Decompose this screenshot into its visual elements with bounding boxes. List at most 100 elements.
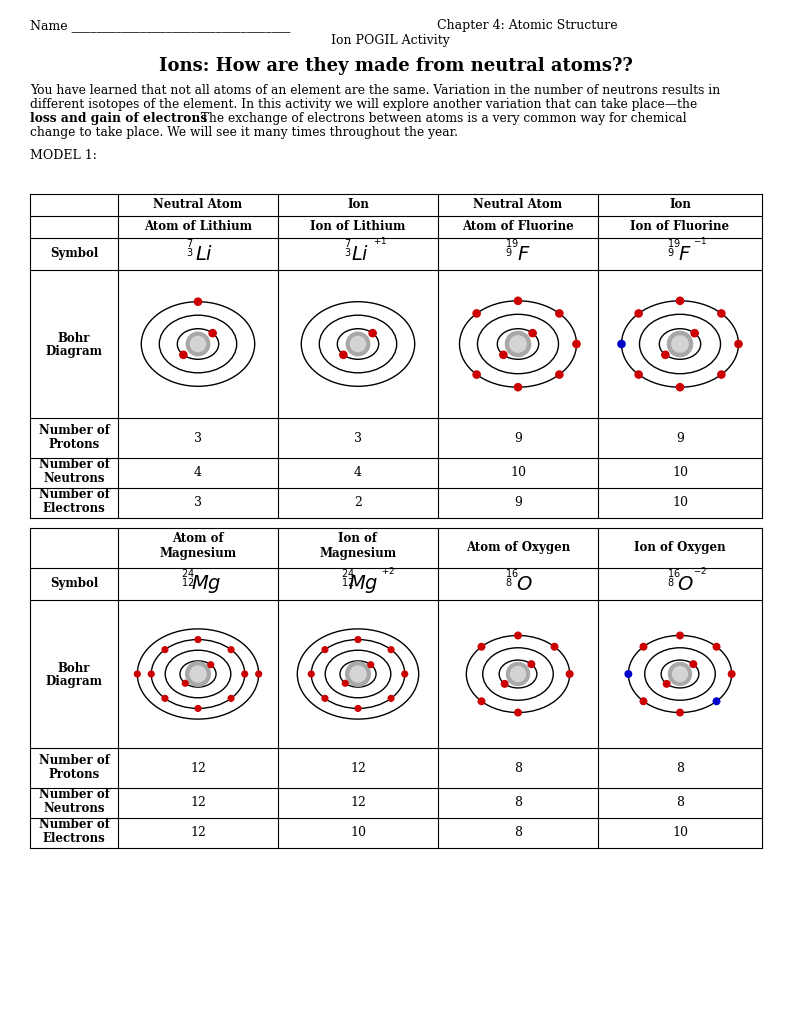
Text: $Li$: $Li$	[195, 245, 213, 263]
Text: 12: 12	[350, 797, 366, 810]
Circle shape	[388, 647, 394, 652]
Text: Protons: Protons	[48, 437, 100, 451]
Text: 12: 12	[190, 826, 206, 840]
Text: Ion: Ion	[347, 199, 369, 212]
Circle shape	[195, 706, 201, 712]
Text: 8: 8	[514, 762, 522, 774]
Text: $F$: $F$	[678, 245, 691, 263]
Text: $^{16}_{8}$: $^{16}_{8}$	[667, 567, 681, 590]
Text: loss and gain of electrons: loss and gain of electrons	[30, 112, 207, 125]
Text: Atom of Fluorine: Atom of Fluorine	[462, 220, 574, 233]
Text: 10: 10	[672, 497, 688, 510]
Circle shape	[473, 371, 480, 378]
Circle shape	[183, 680, 188, 686]
Circle shape	[677, 710, 683, 716]
Text: Symbol: Symbol	[50, 248, 98, 260]
Circle shape	[635, 310, 642, 317]
Text: Ion: Ion	[669, 199, 691, 212]
Text: Number of: Number of	[39, 424, 109, 436]
Text: $^{7}_{3}$: $^{7}_{3}$	[186, 238, 194, 260]
Circle shape	[208, 662, 214, 668]
Text: Protons: Protons	[48, 768, 100, 780]
Circle shape	[551, 643, 558, 650]
Circle shape	[209, 330, 216, 337]
Text: Number of: Number of	[39, 459, 109, 471]
Circle shape	[676, 384, 683, 391]
Circle shape	[640, 643, 647, 650]
Text: $^{19}_{9}$: $^{19}_{9}$	[667, 238, 681, 260]
Text: 12: 12	[190, 797, 206, 810]
Circle shape	[162, 647, 168, 652]
Text: Atom of Oxygen: Atom of Oxygen	[466, 542, 570, 555]
Text: Diagram: Diagram	[46, 345, 103, 358]
Circle shape	[388, 695, 394, 701]
Text: 3: 3	[194, 497, 202, 510]
Text: Electrons: Electrons	[43, 503, 105, 515]
Text: 10: 10	[510, 467, 526, 479]
Text: Diagram: Diagram	[46, 676, 103, 688]
Text: $Mg$: $Mg$	[191, 573, 221, 595]
Text: Electrons: Electrons	[43, 833, 105, 846]
Circle shape	[717, 371, 725, 378]
Text: 2: 2	[354, 497, 362, 510]
Text: Ions: How are they made from neutral atoms??: Ions: How are they made from neutral ato…	[159, 57, 633, 75]
Text: 12: 12	[350, 762, 366, 774]
Circle shape	[729, 671, 735, 677]
Circle shape	[346, 333, 369, 355]
Circle shape	[573, 340, 580, 347]
Circle shape	[355, 637, 361, 642]
Text: Ion of Oxygen: Ion of Oxygen	[634, 542, 726, 555]
Circle shape	[355, 706, 361, 712]
Circle shape	[340, 351, 347, 358]
Circle shape	[149, 671, 154, 677]
Circle shape	[195, 637, 201, 642]
Text: MODEL 1:: MODEL 1:	[30, 150, 97, 162]
Circle shape	[402, 671, 407, 677]
Text: 10: 10	[350, 826, 366, 840]
Text: Bohr: Bohr	[58, 663, 90, 676]
Text: $Mg$: $Mg$	[348, 573, 378, 595]
Text: 12: 12	[190, 762, 206, 774]
Circle shape	[369, 330, 377, 337]
Text: 8: 8	[676, 797, 684, 810]
Circle shape	[668, 332, 693, 356]
Circle shape	[228, 695, 234, 701]
Text: Ion of: Ion of	[339, 532, 377, 546]
Circle shape	[510, 336, 526, 352]
Text: $Li$: $Li$	[351, 245, 369, 263]
Text: 8: 8	[514, 797, 522, 810]
Text: Symbol: Symbol	[50, 578, 98, 591]
Circle shape	[506, 663, 529, 685]
Text: $F$: $F$	[517, 245, 531, 263]
Circle shape	[676, 297, 683, 304]
Circle shape	[664, 681, 670, 687]
Text: $^{24}_{12}$: $^{24}_{12}$	[341, 567, 355, 590]
Text: $^{24}_{12}$: $^{24}_{12}$	[181, 567, 195, 590]
Circle shape	[322, 647, 327, 652]
Circle shape	[242, 671, 248, 677]
Circle shape	[134, 671, 140, 677]
Text: 4: 4	[194, 467, 202, 479]
Text: Magnesium: Magnesium	[320, 547, 396, 559]
Text: 8: 8	[676, 762, 684, 774]
Text: Magnesium: Magnesium	[160, 547, 237, 559]
Text: 8: 8	[514, 826, 522, 840]
Text: 10: 10	[672, 826, 688, 840]
Text: different isotopes of the element. In this activity we will explore another vari: different isotopes of the element. In th…	[30, 98, 697, 111]
Text: 4: 4	[354, 467, 362, 479]
Text: Number of: Number of	[39, 488, 109, 502]
Text: 10: 10	[672, 467, 688, 479]
Text: Number of: Number of	[39, 788, 109, 802]
Text: Ion of Lithium: Ion of Lithium	[310, 220, 406, 233]
Text: $^{7}_{3}$: $^{7}_{3}$	[344, 238, 352, 260]
Text: Chapter 4: Atomic Structure: Chapter 4: Atomic Structure	[437, 19, 618, 32]
Circle shape	[677, 632, 683, 639]
Text: $^{-1}$: $^{-1}$	[693, 238, 707, 251]
Circle shape	[662, 351, 669, 358]
Text: $^{16}_{8}$: $^{16}_{8}$	[505, 567, 519, 590]
Circle shape	[717, 310, 725, 317]
Circle shape	[350, 337, 365, 351]
Circle shape	[479, 643, 485, 650]
Text: Ion POGIL Activity: Ion POGIL Activity	[331, 34, 449, 47]
Circle shape	[556, 371, 563, 378]
